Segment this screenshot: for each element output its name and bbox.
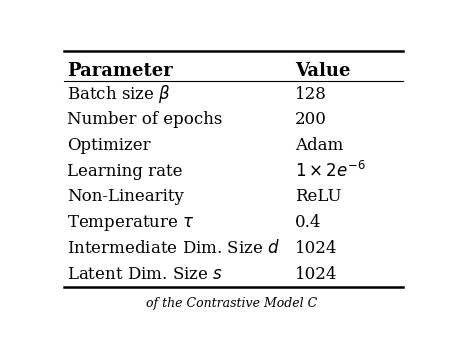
Text: Adam: Adam bbox=[294, 137, 342, 154]
Text: ReLU: ReLU bbox=[294, 188, 341, 205]
Text: Latent Dim. Size $s$: Latent Dim. Size $s$ bbox=[67, 266, 222, 283]
Text: Batch size $\beta$: Batch size $\beta$ bbox=[67, 83, 170, 105]
Text: Learning rate: Learning rate bbox=[67, 163, 182, 180]
Text: Non-Linearity: Non-Linearity bbox=[67, 188, 184, 205]
Text: Number of epochs: Number of epochs bbox=[67, 112, 222, 129]
Text: of the Contrastive Model C: of the Contrastive Model C bbox=[146, 298, 317, 310]
Text: Value: Value bbox=[294, 62, 350, 80]
Text: 0.4: 0.4 bbox=[294, 214, 321, 231]
Text: Optimizer: Optimizer bbox=[67, 137, 150, 154]
Text: Intermediate Dim. Size $d$: Intermediate Dim. Size $d$ bbox=[67, 239, 280, 257]
Text: 128: 128 bbox=[294, 86, 326, 103]
Text: Temperature $\tau$: Temperature $\tau$ bbox=[67, 212, 194, 233]
Text: Parameter: Parameter bbox=[67, 62, 172, 80]
Text: $1 \times 2e^{-6}$: $1 \times 2e^{-6}$ bbox=[294, 161, 365, 181]
Text: 1024: 1024 bbox=[294, 266, 336, 283]
Text: 200: 200 bbox=[294, 112, 326, 129]
Text: 1024: 1024 bbox=[294, 240, 336, 257]
